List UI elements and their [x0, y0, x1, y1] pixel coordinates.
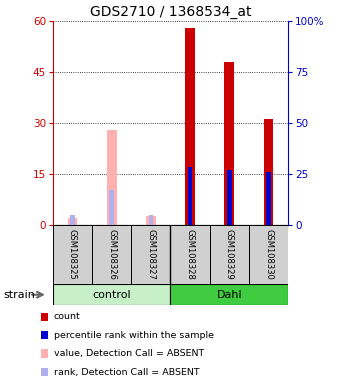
Text: value, Detection Call = ABSENT: value, Detection Call = ABSENT [54, 349, 204, 358]
Bar [70, 215, 75, 225]
Bar [68, 218, 77, 225]
Bar [170, 284, 288, 305]
Bar [266, 172, 271, 225]
Text: percentile rank within the sample: percentile rank within the sample [54, 331, 213, 340]
Bar [146, 216, 156, 225]
Bar [149, 215, 153, 225]
Bar [188, 167, 192, 225]
Bar [249, 225, 288, 284]
Bar [107, 130, 117, 225]
Bar [53, 225, 92, 284]
Text: GSM108327: GSM108327 [146, 229, 155, 280]
Bar [210, 225, 249, 284]
Bar [92, 225, 131, 284]
Bar [170, 225, 210, 284]
Bar [224, 62, 234, 225]
Text: GSM108328: GSM108328 [186, 229, 195, 280]
Title: GDS2710 / 1368534_at: GDS2710 / 1368534_at [90, 5, 251, 19]
Bar [109, 190, 114, 225]
Bar [227, 170, 232, 225]
Bar [131, 225, 170, 284]
Text: count: count [54, 312, 80, 321]
Text: GSM108330: GSM108330 [264, 229, 273, 280]
Text: Dahl: Dahl [217, 290, 242, 300]
Text: rank, Detection Call = ABSENT: rank, Detection Call = ABSENT [54, 367, 199, 377]
Text: GSM108326: GSM108326 [107, 229, 116, 280]
Bar [53, 284, 170, 305]
Bar [185, 28, 195, 225]
Text: GSM108329: GSM108329 [225, 229, 234, 280]
Text: control: control [92, 290, 131, 300]
Text: GSM108325: GSM108325 [68, 229, 77, 280]
Text: strain: strain [3, 290, 35, 300]
Bar [264, 119, 273, 225]
